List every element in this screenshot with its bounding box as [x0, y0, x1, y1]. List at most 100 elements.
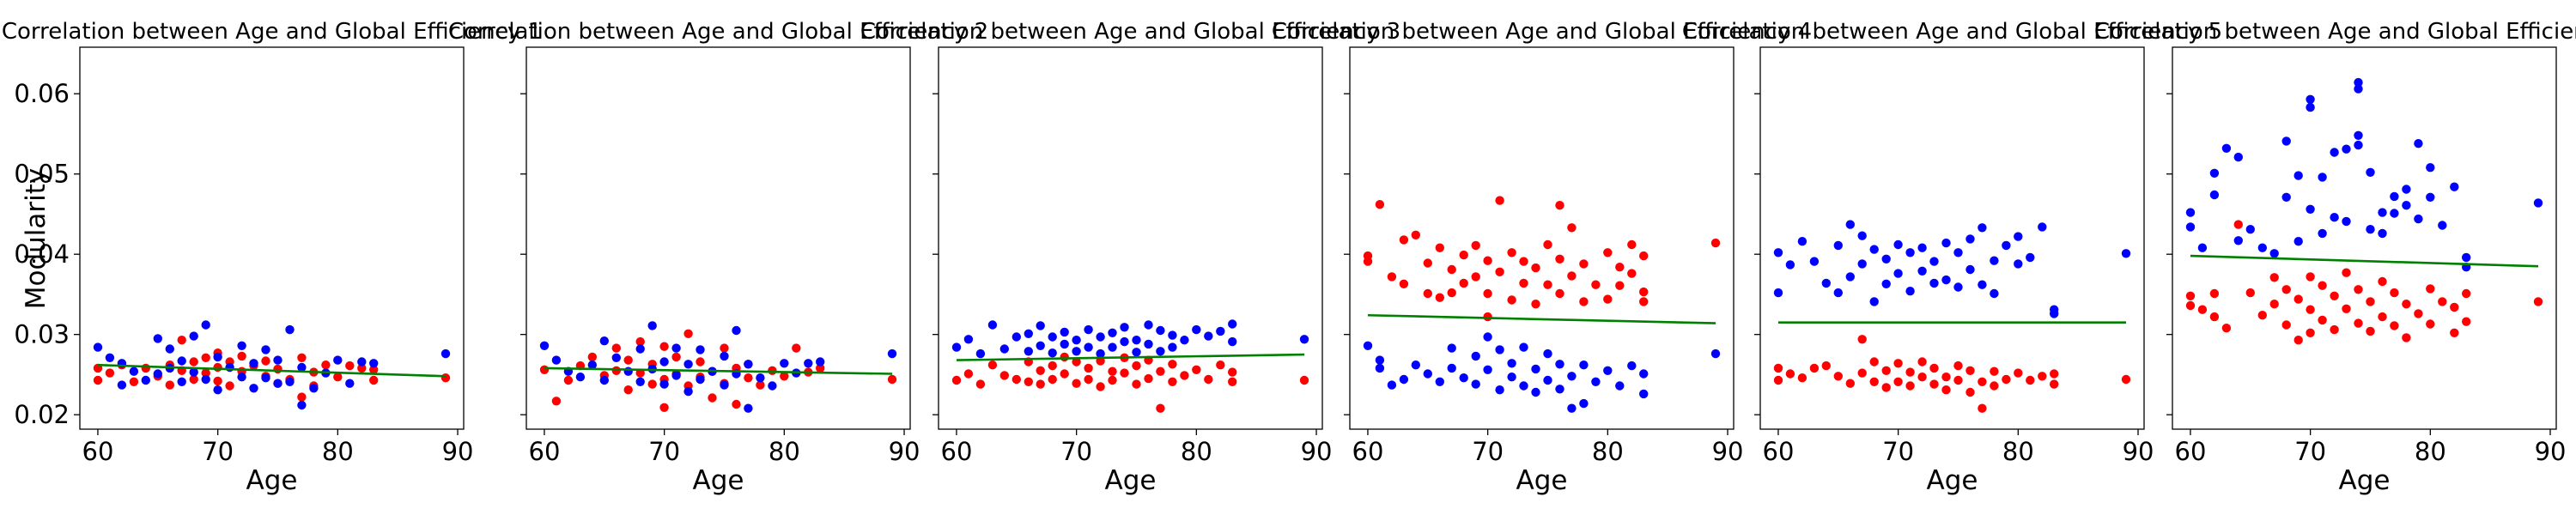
data-point-blue: [1012, 332, 1022, 342]
data-point-red: [1144, 373, 1153, 384]
data-point-blue: [177, 377, 186, 386]
data-point-red: [563, 375, 574, 385]
data-point-red: [1132, 360, 1141, 371]
data-point-blue: [1375, 355, 1385, 365]
data-point-blue: [261, 373, 270, 383]
data-point-red: [1084, 363, 1093, 373]
data-point-red: [2426, 319, 2435, 329]
data-point-red: [744, 373, 753, 383]
data-point-red: [2402, 333, 2411, 342]
data-point-blue: [1567, 403, 1577, 413]
data-point-blue: [1845, 220, 1855, 229]
data-point-blue: [1024, 347, 1034, 356]
data-point-red: [756, 380, 765, 390]
data-point-red: [2257, 311, 2267, 320]
data-point-red: [1639, 297, 1649, 306]
data-point-red: [189, 357, 198, 367]
data-point-blue: [2002, 240, 2011, 251]
data-point-red: [2306, 328, 2315, 337]
data-point-blue: [345, 379, 355, 388]
data-point-red: [1435, 293, 1445, 302]
data-point-blue: [2233, 152, 2243, 162]
data-point-blue: [225, 362, 234, 373]
data-point-red: [2354, 318, 2363, 328]
data-point-red: [1905, 381, 1915, 391]
data-point-blue: [1953, 248, 1963, 258]
data-point-red: [2390, 321, 2399, 330]
data-point-blue: [237, 373, 246, 382]
data-point-red: [1773, 375, 1783, 385]
data-point-blue: [237, 341, 246, 350]
data-point-red: [1447, 288, 1456, 298]
data-point-red: [1857, 368, 1867, 378]
data-point-blue: [273, 379, 283, 388]
data-point-blue: [1036, 341, 1045, 350]
data-point-blue: [1821, 278, 1831, 288]
data-point-blue: [1615, 381, 1625, 391]
x-tick-label: 60: [1352, 437, 1384, 466]
data-point-red: [1710, 238, 1721, 248]
data-point-blue: [744, 360, 753, 369]
x-tick-label: 90: [889, 437, 920, 466]
data-point-red: [2426, 284, 2435, 294]
data-point-blue: [333, 355, 343, 365]
data-point-red: [440, 373, 451, 383]
data-point-blue: [1375, 363, 1385, 373]
data-point-red: [1495, 196, 1504, 205]
data-point-red: [1012, 374, 1022, 385]
data-point-blue: [1627, 360, 1637, 371]
data-point-red: [1893, 359, 1903, 368]
data-point-blue: [2318, 173, 2327, 182]
axes-frame: [938, 46, 1323, 430]
data-point-blue: [2354, 140, 2363, 150]
data-point-blue: [2014, 232, 2023, 241]
data-point-red: [1399, 279, 1409, 288]
data-point-red: [1978, 403, 1987, 413]
data-point-red: [1785, 369, 1795, 379]
data-point-red: [1459, 278, 1468, 288]
data-point-blue: [249, 384, 258, 393]
x-axis-label: Age: [693, 465, 744, 496]
x-tick-label: 90: [1301, 437, 1333, 466]
x-tick-label: 80: [322, 437, 354, 466]
data-point-red: [1108, 375, 1117, 385]
data-point-red: [1435, 243, 1445, 252]
data-point-red: [1192, 365, 1201, 374]
data-point-red: [2269, 273, 2279, 282]
data-point-red: [1447, 264, 1456, 275]
data-point-red: [1917, 373, 1927, 382]
data-point-red: [1627, 239, 1637, 250]
data-point-red: [1531, 300, 1540, 309]
data-point-blue: [623, 367, 633, 376]
data-point-red: [1881, 383, 1891, 392]
data-point-blue: [683, 360, 693, 369]
data-point-red: [1917, 357, 1927, 367]
data-point-red: [1929, 379, 1939, 389]
data-point-blue: [2026, 252, 2035, 263]
data-point-blue: [1168, 330, 1177, 340]
data-point-blue: [285, 324, 295, 335]
data-point-blue: [1567, 372, 1577, 381]
data-point-red: [1108, 367, 1117, 376]
data-point-blue: [105, 353, 115, 362]
data-point-blue: [2414, 139, 2423, 148]
data-point-blue: [1387, 380, 1397, 390]
data-point-red: [189, 374, 198, 385]
data-point-red: [2050, 369, 2059, 379]
data-point-red: [1929, 363, 1939, 373]
data-point-red: [1507, 248, 1516, 258]
data-point-red: [780, 372, 789, 381]
data-point-blue: [1555, 360, 1564, 369]
data-point-blue: [2050, 309, 2059, 318]
data-point-red: [369, 365, 379, 374]
data-point-blue: [1363, 341, 1373, 350]
axes-frame: [1759, 46, 2145, 430]
data-point-blue: [1893, 239, 1903, 250]
data-point-blue: [756, 373, 765, 383]
data-point-blue: [1144, 339, 1153, 349]
data-point-red: [1072, 357, 1081, 367]
data-point-red: [2330, 324, 2339, 335]
data-point-blue: [1507, 359, 1516, 368]
data-point-red: [273, 364, 283, 374]
y-tick-label: 0.04: [14, 239, 70, 269]
